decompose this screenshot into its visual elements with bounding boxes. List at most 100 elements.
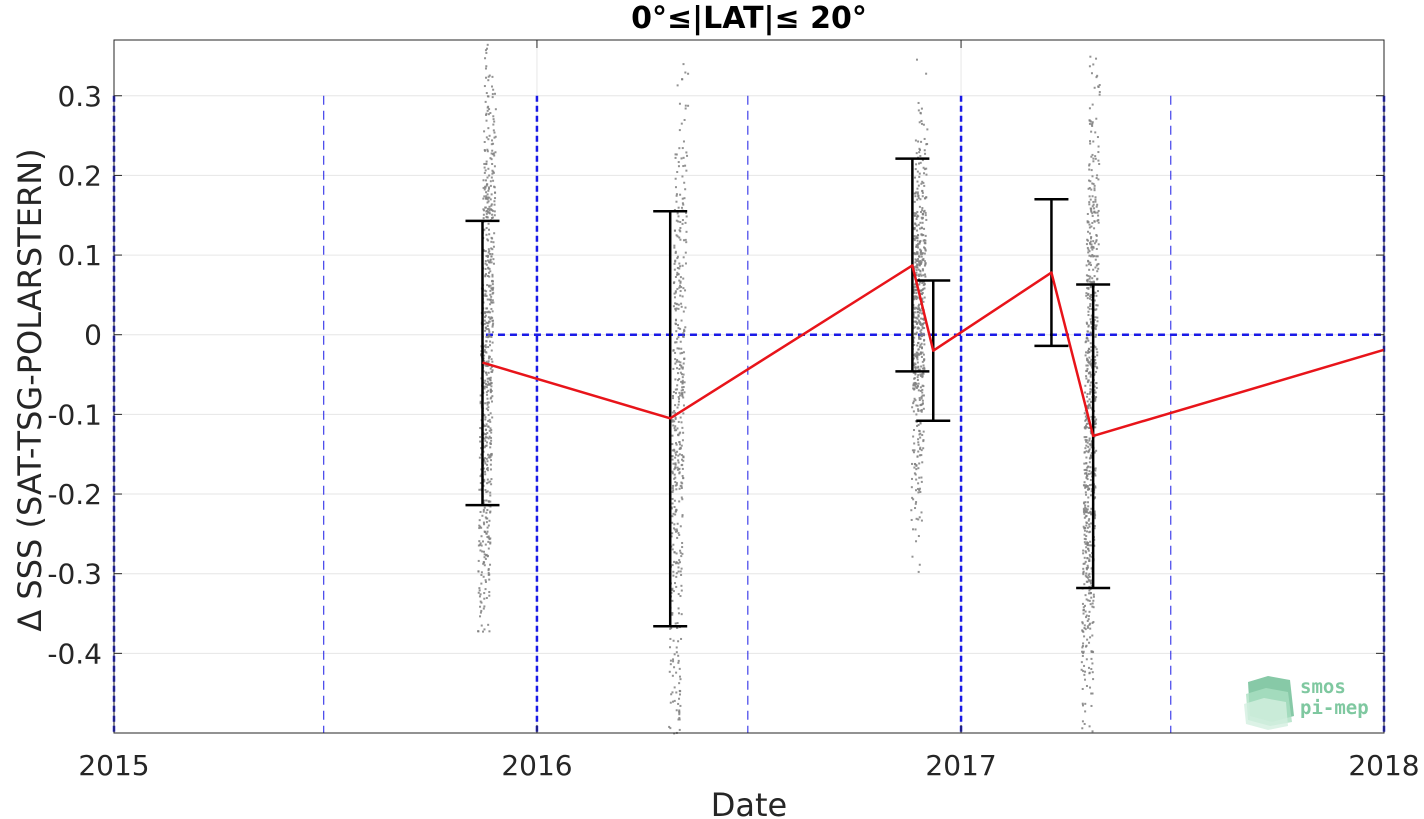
scatter-point <box>1081 644 1084 647</box>
scatter-point <box>917 443 920 446</box>
scatter-point <box>1088 443 1091 446</box>
scatter-point <box>918 309 921 312</box>
scatter-point <box>488 591 491 594</box>
scatter-point <box>488 429 491 432</box>
scatter-point <box>919 161 922 164</box>
scatter-point <box>681 222 684 225</box>
scatter-point <box>1091 605 1094 608</box>
scatter-point <box>916 187 919 190</box>
scatter-point <box>919 448 922 451</box>
scatter-point <box>478 587 481 590</box>
scatter-point <box>487 189 490 192</box>
scatter-point <box>483 195 486 198</box>
scatter-point <box>1095 57 1098 60</box>
scatter-point <box>914 366 917 369</box>
scatter-point <box>677 400 680 403</box>
scatter-point <box>674 388 677 391</box>
scatter-point <box>489 180 492 183</box>
scatter-point <box>491 237 494 240</box>
scatter-point <box>482 521 485 524</box>
scatter-point <box>1088 356 1091 359</box>
scatter-point <box>916 239 919 242</box>
scatter-point <box>1084 560 1087 563</box>
scatter-point <box>490 478 493 481</box>
scatter-point <box>679 340 682 343</box>
scatter-point <box>674 260 677 263</box>
scatter-point <box>921 291 924 294</box>
scatter-point <box>673 560 676 563</box>
scatter-point <box>484 433 487 436</box>
scatter-point <box>918 151 921 154</box>
scatter-point <box>675 429 678 432</box>
scatter-point <box>1088 250 1091 253</box>
scatter-point <box>1087 451 1090 454</box>
scatter-point <box>484 169 487 172</box>
scatter-point <box>682 456 685 459</box>
scatter-point <box>487 540 490 543</box>
scatter-point <box>480 535 483 538</box>
scatter-point <box>1096 367 1099 370</box>
scatter-point <box>917 140 920 143</box>
scatter-point <box>673 409 676 412</box>
scatter-point <box>480 573 483 576</box>
scatter-point <box>482 501 485 504</box>
scatter-point <box>921 212 924 215</box>
scatter-point <box>1088 203 1091 206</box>
scatter-point <box>479 605 482 608</box>
scatter-point <box>675 585 678 588</box>
scatter-point <box>682 277 685 280</box>
scatter-point <box>488 355 491 358</box>
scatter-point <box>912 410 915 413</box>
scatter-point <box>923 321 926 324</box>
scatter-point <box>682 156 685 159</box>
scatter-point <box>491 248 494 251</box>
scatter-point <box>916 192 919 195</box>
scatter-point <box>489 284 492 287</box>
scatter-point <box>488 74 491 77</box>
scatter-point <box>911 449 914 452</box>
scatter-point <box>1089 512 1092 515</box>
scatter-point <box>484 100 487 103</box>
scatter-point <box>678 728 681 731</box>
scatter-point <box>491 169 494 172</box>
scatter-point <box>914 326 917 329</box>
scatter-point <box>918 337 921 340</box>
scatter-point <box>486 209 489 212</box>
scatter-point <box>483 605 486 608</box>
scatter-point <box>1081 654 1084 657</box>
scatter-point <box>1086 474 1089 477</box>
scatter-point <box>919 353 922 356</box>
scatter-point <box>1091 215 1094 218</box>
scatter-point <box>494 108 497 111</box>
scatter-point <box>1088 484 1091 487</box>
scatter-point <box>492 258 495 261</box>
scatter-point <box>1098 163 1101 166</box>
scatter-point <box>669 659 672 662</box>
scatter-point <box>1087 347 1090 350</box>
scatter-point <box>483 354 486 357</box>
scatter-point <box>914 502 917 505</box>
scatter-point <box>492 118 495 121</box>
scatter-point <box>485 436 488 439</box>
scatter-point <box>490 436 493 439</box>
scatter-point <box>1094 420 1097 423</box>
scatter-point <box>679 570 682 573</box>
scatter-point <box>1089 240 1092 243</box>
scatter-point <box>677 324 680 327</box>
scatter-point <box>1092 240 1095 243</box>
scatter-point <box>669 637 672 640</box>
scatter-point <box>674 307 677 310</box>
scatter-point <box>681 366 684 369</box>
scatter-point <box>1097 243 1100 246</box>
scatter-point <box>1084 628 1087 631</box>
scatter-point <box>678 675 681 678</box>
scatter-point <box>680 347 683 350</box>
scatter-point <box>487 222 490 225</box>
scatter-point <box>1086 351 1089 354</box>
scatter-point <box>677 612 680 615</box>
scatter-point <box>1085 462 1088 465</box>
scatter-point <box>1081 687 1084 690</box>
scatter-point <box>1090 522 1093 525</box>
scatter-point <box>1096 136 1099 139</box>
scatter-point <box>1087 599 1090 602</box>
